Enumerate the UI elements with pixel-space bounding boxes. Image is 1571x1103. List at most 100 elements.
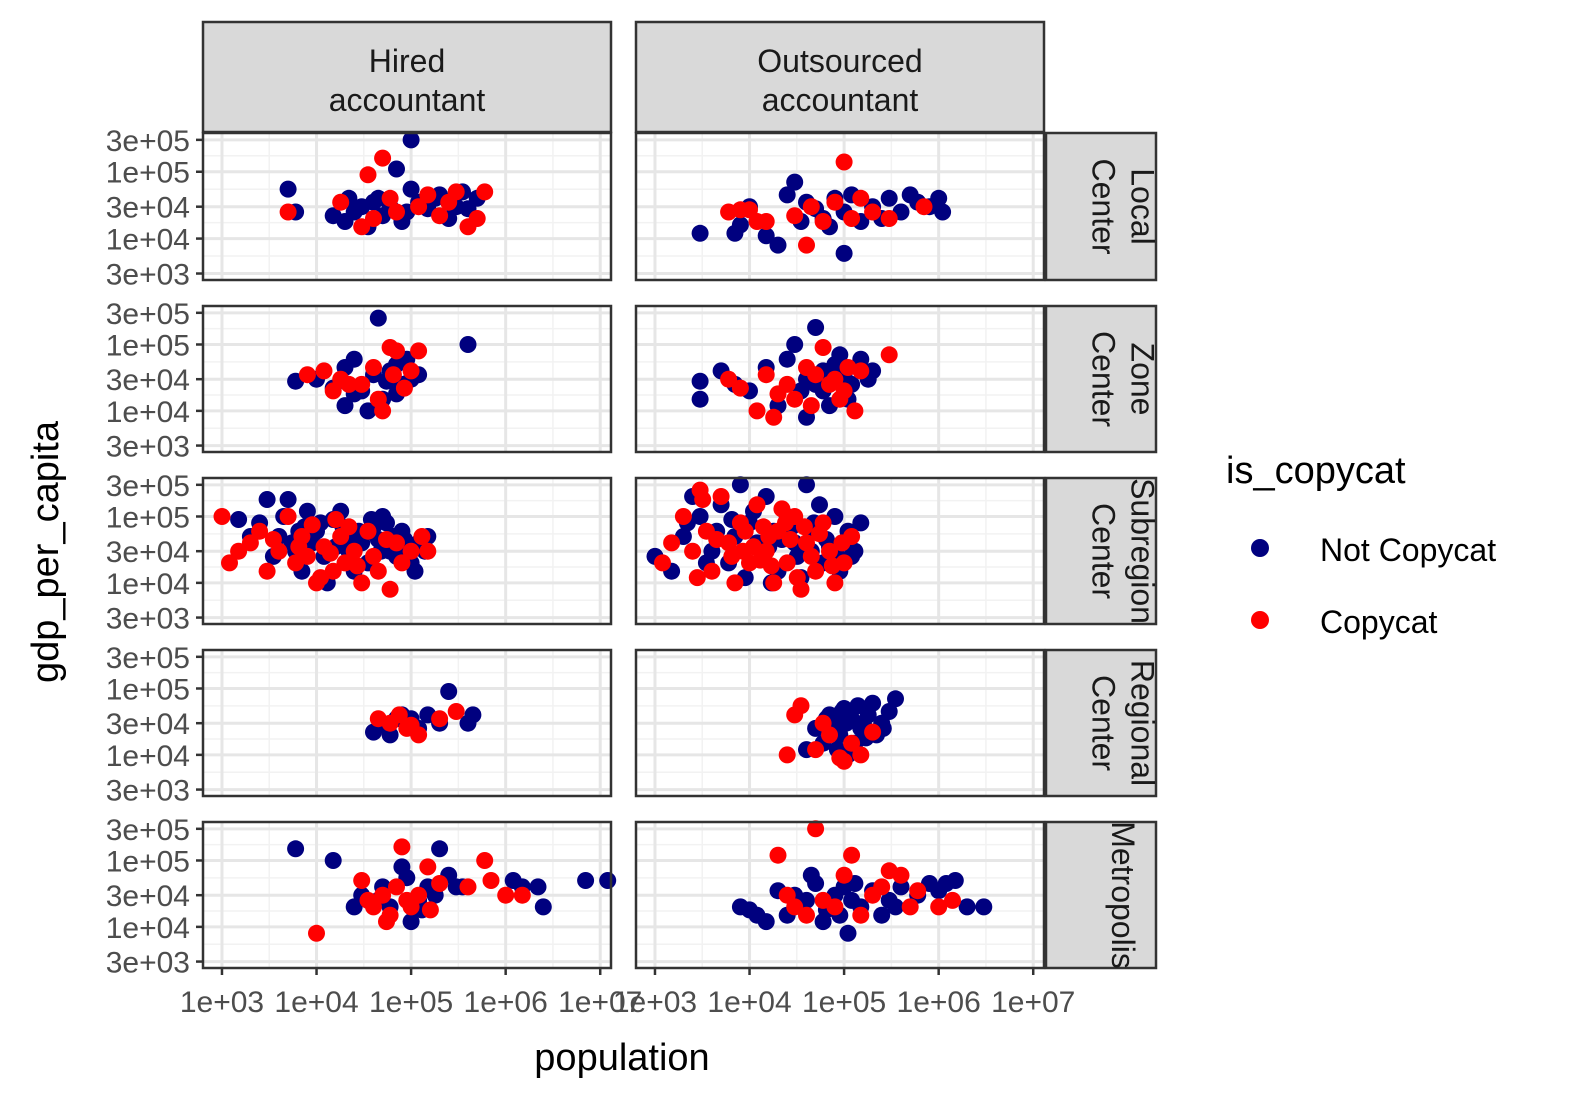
data-point (802, 198, 820, 216)
data-point (757, 227, 775, 245)
data-point (795, 518, 813, 536)
data-point (345, 350, 363, 368)
data-point (359, 402, 377, 420)
y-tick-label: 1e+05 (106, 501, 190, 534)
data-point (757, 213, 775, 230)
data-point (807, 366, 825, 384)
data-point (287, 840, 305, 858)
data-point (814, 213, 832, 230)
row-strip (1044, 476, 1158, 626)
data-point (410, 342, 428, 360)
data-point (324, 207, 342, 225)
data-point (378, 514, 395, 532)
data-point (402, 362, 420, 380)
panel-points-r4-c0 (287, 838, 617, 942)
data-point (802, 547, 820, 565)
data-point (398, 891, 416, 909)
data-point (402, 542, 420, 560)
data-point (381, 580, 399, 598)
data-point (769, 385, 787, 403)
data-point (786, 898, 804, 916)
data-point (835, 153, 853, 171)
data-point (279, 491, 297, 508)
data-point (781, 531, 799, 548)
data-point (720, 370, 738, 388)
data-point (846, 402, 864, 420)
data-point (778, 746, 796, 764)
row-strip-label: Center (1086, 331, 1122, 427)
data-point (823, 557, 841, 575)
data-point (359, 522, 377, 540)
data-point (654, 554, 671, 572)
data-point (786, 390, 804, 408)
data-point (757, 913, 775, 931)
data-point (826, 898, 844, 916)
data-point (734, 542, 752, 560)
panel-border (634, 476, 1046, 626)
panel-points-r4-c1 (731, 820, 993, 942)
data-point (852, 906, 870, 924)
data-point (843, 846, 861, 864)
data-point (402, 180, 420, 198)
x-tick-label: 1e+03 (613, 986, 697, 1019)
data-point (395, 379, 413, 397)
row-strip-label: Center (1086, 503, 1122, 599)
data-point (431, 875, 449, 892)
data-point (880, 703, 898, 720)
data-point (303, 516, 321, 534)
panel-points-r2-c0 (213, 491, 437, 598)
data-point (892, 878, 910, 896)
data-point (880, 189, 898, 207)
data-point (788, 569, 806, 587)
data-point (529, 878, 547, 896)
data-point (459, 878, 477, 896)
data-point (241, 534, 259, 552)
data-point (811, 496, 828, 514)
x-axis-title: population (534, 1037, 709, 1079)
legend-key-copycat (1251, 611, 1269, 629)
data-point (831, 346, 849, 364)
data-point (684, 542, 702, 560)
row-strip (1044, 131, 1158, 282)
data-point (279, 180, 297, 198)
data-point (930, 189, 948, 207)
data-point (369, 309, 387, 327)
panel-border (634, 820, 1046, 970)
data-point (792, 697, 810, 715)
column-strip-label: accountant (329, 82, 486, 118)
data-point (369, 562, 387, 580)
y-tick-label: 3e+03 (106, 431, 190, 464)
y-tick-label: 3e+03 (106, 603, 190, 636)
data-point (332, 193, 350, 211)
data-point (482, 872, 500, 889)
data-point (410, 198, 428, 216)
data-point (915, 198, 933, 216)
data-point (264, 531, 282, 548)
data-point (826, 193, 844, 211)
data-point (365, 359, 382, 376)
data-point (431, 840, 449, 858)
data-point (388, 160, 405, 178)
y-tick-label: 1e+04 (106, 740, 190, 773)
data-point (757, 366, 775, 384)
x-tick-label: 1e+06 (897, 986, 981, 1019)
data-point (369, 189, 387, 207)
data-point (826, 574, 844, 592)
data-point (402, 716, 420, 734)
data-point (852, 514, 870, 532)
data-point (777, 514, 794, 532)
panel-points-r2-c1 (646, 476, 870, 598)
data-point (384, 366, 402, 384)
data-point (765, 574, 783, 592)
x-tick-label: 1e+07 (558, 986, 642, 1019)
data-point (843, 734, 861, 752)
data-point (798, 236, 815, 254)
data-point (374, 149, 392, 167)
data-point (778, 554, 796, 572)
data-point (852, 746, 870, 764)
panel-points-r3-c0 (365, 683, 482, 744)
row-strip-label: Center (1086, 675, 1122, 771)
data-point (892, 866, 910, 884)
data-point (353, 375, 371, 393)
data-point (374, 402, 392, 420)
